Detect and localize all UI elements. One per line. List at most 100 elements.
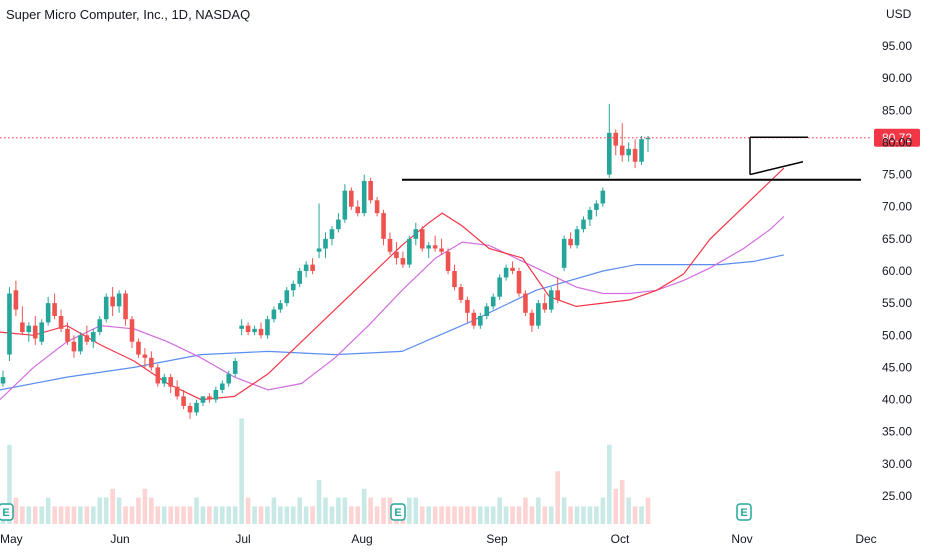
volume-bar (374, 506, 380, 524)
volume-bar (432, 506, 438, 524)
volume-bar (342, 497, 348, 524)
candle-body (632, 148, 638, 162)
candle-body (232, 361, 238, 374)
candle-body (13, 290, 19, 310)
candle-body (0, 377, 6, 384)
volume-bars (0, 418, 651, 524)
x-tick-label: May (0, 532, 23, 546)
volume-bar (516, 506, 522, 524)
candle-body (142, 354, 148, 358)
volume-bar (91, 506, 96, 524)
volume-bar (220, 506, 225, 524)
x-tick-label: Jun (110, 532, 129, 546)
volume-bar (161, 506, 167, 524)
candle-body (465, 299, 470, 313)
candle-body (542, 303, 548, 310)
candle-body (600, 190, 606, 204)
candle-body (349, 190, 354, 207)
volume-bar (290, 506, 296, 524)
candle-body (161, 377, 167, 384)
y-tick-label: 65.00 (882, 232, 912, 246)
candle-body (407, 238, 412, 265)
earnings-marker-box (390, 503, 406, 521)
volume-bar (13, 497, 19, 524)
volume-bar (594, 506, 599, 524)
volume-bar (561, 497, 567, 524)
candle-body (639, 139, 644, 162)
candle-body (445, 251, 451, 271)
candle-body (342, 190, 348, 220)
candle-body (78, 335, 83, 352)
volume-bar (116, 497, 122, 524)
volume-bar (32, 506, 38, 524)
candle-body (58, 316, 64, 329)
candle-body (529, 312, 535, 326)
candle-body (503, 267, 509, 278)
volume-bar (323, 497, 328, 524)
candle-body (284, 290, 290, 304)
volume-bar (200, 506, 206, 524)
volume-bar (607, 444, 612, 524)
volume-bar (452, 506, 457, 524)
volume-bar (510, 506, 515, 524)
volume-bar (181, 506, 186, 524)
candle-body (129, 319, 135, 342)
volume-bar (265, 506, 270, 524)
volume-bar (155, 506, 161, 524)
volume-bar (136, 497, 141, 524)
candle-body (303, 264, 309, 271)
volume-bar (232, 506, 238, 524)
y-tick-label: 60.00 (882, 264, 912, 278)
candle-body (432, 245, 438, 249)
candle-body (458, 287, 464, 300)
volume-bar (503, 506, 509, 524)
candle-body (265, 319, 270, 336)
candle-body (316, 248, 322, 252)
x-tick-label: Sep (486, 532, 508, 546)
candle-body (45, 303, 51, 323)
candle-body (368, 181, 373, 201)
candle-body (323, 238, 328, 249)
candle-body (181, 396, 186, 406)
candle-body (91, 332, 96, 342)
volume-bar (542, 506, 548, 524)
y-tick-label: 55.00 (882, 296, 912, 310)
y-tick-label: 50.00 (882, 328, 912, 342)
volume-bar (71, 506, 77, 524)
candle-body (71, 341, 77, 352)
volume-bar (349, 506, 354, 524)
candle-body (194, 402, 199, 413)
candle-body (400, 258, 406, 265)
volume-bar (284, 506, 290, 524)
pennant-bottom-line (749, 160, 804, 176)
volume-bar (632, 506, 638, 524)
candle-body (290, 283, 296, 291)
ma-mid-line (0, 215, 785, 401)
volume-bar (39, 506, 44, 524)
volume-bar (207, 506, 212, 524)
candle-body (20, 322, 25, 333)
candle-body (413, 229, 419, 239)
candle-body (471, 312, 477, 326)
volume-bar (555, 471, 560, 524)
volume-bar (20, 506, 25, 524)
volume-bar (97, 497, 103, 524)
volume-bar (258, 506, 264, 524)
candle-body (523, 293, 528, 313)
candle-body (374, 200, 380, 214)
volume-bar (336, 497, 341, 524)
candle-body (439, 248, 444, 252)
candle-body (310, 264, 315, 271)
candle-body (103, 296, 109, 320)
moving-averages (0, 167, 785, 401)
volume-bar (52, 506, 57, 524)
candle-body (419, 229, 425, 249)
candle-body (52, 303, 57, 316)
candle-body (355, 206, 361, 214)
candle-body (361, 181, 367, 214)
volume-bar (381, 497, 386, 524)
candle-body (97, 319, 103, 333)
volume-bar (110, 488, 115, 524)
